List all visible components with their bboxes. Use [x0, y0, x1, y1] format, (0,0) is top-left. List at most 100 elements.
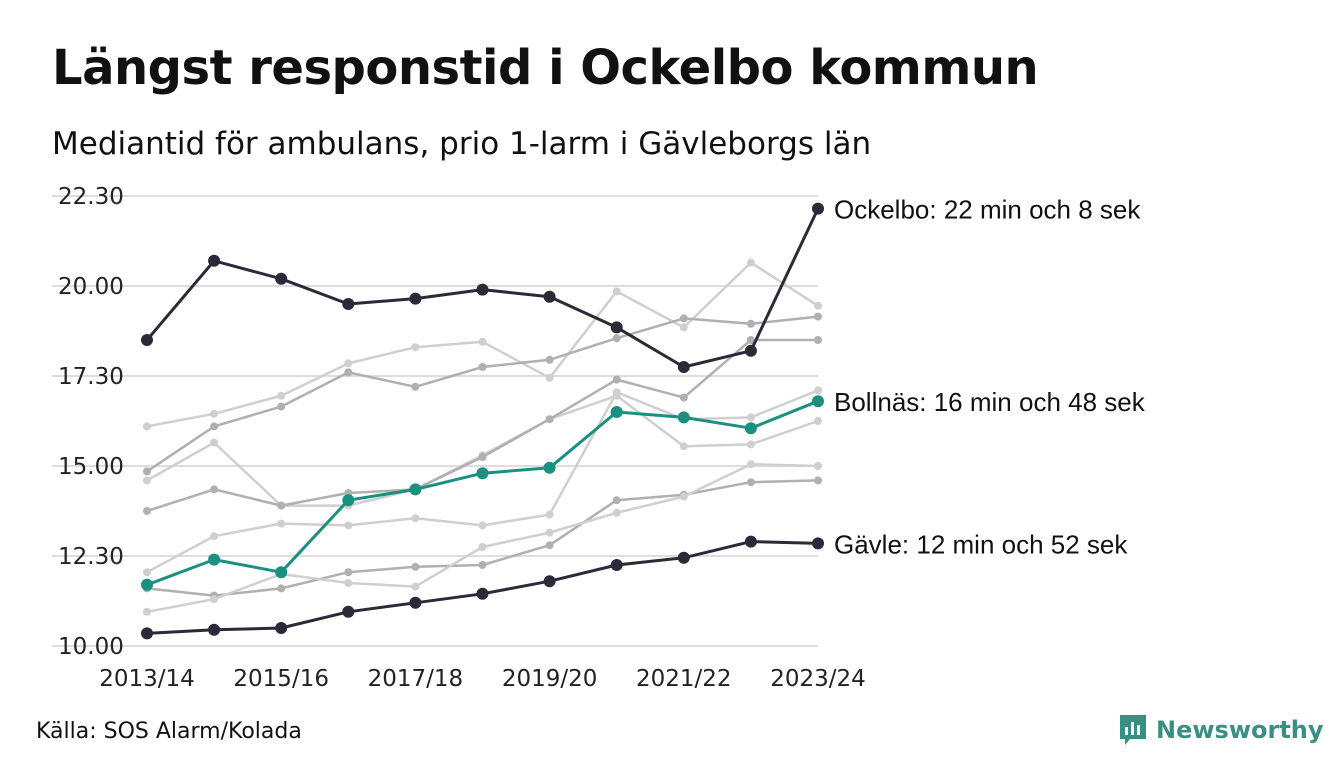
- x-tick-label: 2013/14: [99, 666, 195, 692]
- context-series-point: [612, 375, 621, 384]
- context-series-point: [612, 508, 621, 517]
- context-series-point: [210, 485, 219, 494]
- context-series-point: [143, 507, 151, 515]
- context-series-point: [210, 438, 219, 447]
- series-ockelbo-point: [812, 202, 824, 215]
- context-series-point: [277, 501, 286, 510]
- y-tick-label: 15.00: [58, 454, 124, 480]
- context-series-point: [143, 467, 151, 476]
- context-series-point: [277, 391, 286, 400]
- series-ockelbo-point: [208, 254, 221, 267]
- context-series-point: [545, 373, 554, 382]
- context-series-point: [746, 319, 755, 328]
- context-series-point: [746, 413, 755, 422]
- chart-title: Längst responstid i Ockelbo kommun: [52, 40, 1039, 96]
- x-tick-label: 2021/22: [636, 666, 732, 692]
- series-ockelbo-point: [275, 272, 288, 285]
- series-bolln-s-point: [208, 553, 221, 566]
- series-ockelbo-point: [476, 283, 489, 296]
- context-series-point: [814, 462, 822, 470]
- chart-subtitle: Mediantid för ambulans, prio 1-larm i Gä…: [52, 126, 872, 162]
- context-series-point: [277, 402, 286, 411]
- series-bolln-s-point: [543, 461, 556, 474]
- gridlines: [52, 195, 818, 647]
- series-bolln-s-line: [146, 399, 819, 587]
- context-series-point: [277, 519, 286, 528]
- context-series-point: [210, 595, 219, 604]
- context-series: [143, 258, 822, 616]
- context-series-point: [545, 415, 554, 424]
- series-g-vle-point: [342, 605, 355, 618]
- series-bolln-s-point: [275, 566, 288, 579]
- series-annotations: Ockelbo: 22 min och 8 sek Bollnäs: 16 min…: [834, 195, 1146, 560]
- context-series-point: [344, 521, 353, 530]
- context-series-point: [612, 496, 621, 505]
- brand-name: Newsworthy: [1156, 716, 1324, 744]
- context-series-point: [814, 312, 822, 321]
- series-g-vle-point: [812, 537, 824, 550]
- context-series-point: [344, 368, 353, 377]
- y-tick-label: 20.00: [58, 274, 124, 300]
- y-axis-ticks: 10.00 12.30 15.00 17.30 20.00 22.30: [58, 184, 124, 660]
- context-series-point: [344, 579, 353, 587]
- x-tick-label: 2015/16: [233, 666, 329, 692]
- context-series-point: [746, 440, 755, 449]
- context-series-point: [478, 363, 487, 371]
- context-series-point: [143, 607, 151, 616]
- context-series-point: [679, 323, 688, 332]
- series-bolln-s-point: [610, 406, 623, 418]
- series-ockelbo-point: [342, 298, 355, 310]
- context-series-point: [679, 442, 688, 451]
- context-series-point: [478, 337, 487, 346]
- x-axis-ticks: 2013/14 2015/16 2017/18 2019/20 2021/22 2023/…: [99, 666, 866, 692]
- context-series-point: [814, 417, 822, 425]
- series-bolln-s-point: [744, 422, 757, 435]
- context-series-point: [210, 422, 219, 431]
- context-series-point: [411, 382, 420, 391]
- context-series-point: [746, 460, 755, 469]
- context-series-point: [746, 336, 755, 344]
- series-bolln-s-point: [342, 494, 355, 507]
- context-series-point: [411, 562, 420, 571]
- context-series-point: [143, 422, 151, 431]
- series-ockelbo-point: [543, 290, 556, 303]
- newsworthy-logo-icon: [1120, 715, 1146, 745]
- context-series-point: [344, 568, 353, 577]
- context-series-point: [679, 492, 688, 501]
- series-ockelbo-point: [744, 344, 757, 357]
- x-tick-label: 2017/18: [368, 666, 464, 692]
- context-series-point: [612, 334, 621, 343]
- context-series-point: [814, 301, 822, 310]
- series-bolln-s-label: Bollnäs: 16 min och 48 sek: [834, 387, 1146, 417]
- context-series-point: [612, 388, 621, 397]
- series-ockelbo-point: [610, 321, 623, 334]
- context-series-point: [545, 510, 554, 519]
- highlighted-series: [141, 202, 824, 640]
- series-ockelbo-point: [141, 334, 153, 346]
- y-tick-label: 17.30: [58, 364, 124, 390]
- series-ockelbo-point: [409, 292, 422, 305]
- context-series-point: [143, 476, 151, 485]
- context-series-point: [612, 287, 621, 296]
- y-tick-label: 22.30: [58, 184, 124, 210]
- series-bolln-s-point: [812, 395, 824, 408]
- series-g-vle-point: [476, 587, 489, 600]
- series-bolln-s-point: [409, 483, 422, 496]
- series-g-vle-point: [677, 551, 690, 564]
- series-bolln-s-point: [141, 578, 153, 591]
- context-series-point: [545, 528, 554, 537]
- context-series-point: [277, 584, 286, 593]
- context-series-point: [545, 541, 554, 550]
- context-series-point: [814, 336, 822, 344]
- series-g-vle-point: [610, 559, 623, 571]
- context-series-point: [679, 393, 688, 402]
- series-bolln-s-point: [677, 411, 690, 424]
- context-series-point: [478, 521, 487, 530]
- context-series-point: [411, 514, 420, 523]
- y-tick-label: 12.30: [58, 544, 124, 570]
- context-series-point: [746, 258, 755, 267]
- context-series-point: [210, 532, 219, 541]
- series-g-vle-point: [141, 627, 153, 640]
- context-series-point: [814, 386, 822, 395]
